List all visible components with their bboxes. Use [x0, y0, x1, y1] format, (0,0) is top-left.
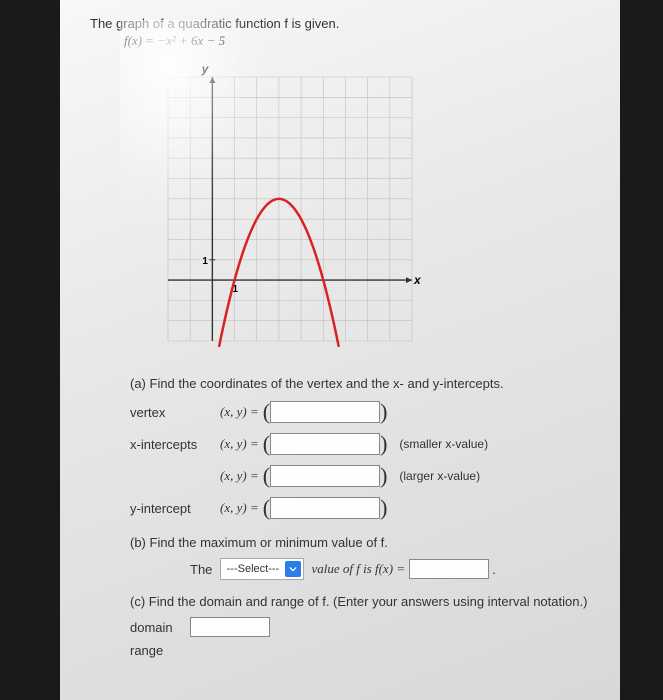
xy-label: (x, y) =	[220, 404, 259, 420]
quadratic-graph: xy11	[150, 59, 430, 362]
xy-label: (x, y) =	[220, 468, 259, 484]
paren-open: (	[263, 399, 270, 425]
row-xint-large: (x, y) = ( ) (larger x-value)	[130, 463, 590, 489]
intro-text: The graph of a quadratic function f is g…	[90, 16, 590, 31]
yint-input[interactable]	[270, 497, 380, 519]
partb-prefix: The	[190, 562, 212, 577]
row-range: range	[130, 643, 590, 658]
paren-close: )	[380, 463, 387, 489]
paren-open: (	[263, 495, 270, 521]
row-vertex: vertex (x, y) = ( )	[130, 399, 590, 425]
partb-mid: value of f is f(x) =	[311, 561, 405, 577]
xint-small-input[interactable]	[270, 433, 380, 455]
note-larger: (larger x-value)	[399, 469, 480, 483]
row-domain: domain	[130, 617, 590, 637]
part-c-prompt: (c) Find the domain and range of f. (Ent…	[130, 594, 590, 609]
paren-open: (	[263, 431, 270, 457]
fx-value-input[interactable]	[409, 559, 489, 579]
xint-large-input[interactable]	[270, 465, 380, 487]
select-placeholder: ---Select---	[227, 563, 280, 575]
paren-open: (	[263, 463, 270, 489]
svg-text:x: x	[413, 273, 422, 287]
paren-close: )	[380, 431, 387, 457]
xy-label: (x, y) =	[220, 436, 259, 452]
xy-label: (x, y) =	[220, 500, 259, 516]
row-yint: y-intercept (x, y) = ( )	[130, 495, 590, 521]
row-xint-small: x-intercepts (x, y) = ( ) (smaller x-val…	[130, 431, 590, 457]
paren-close: )	[380, 399, 387, 425]
svg-text:y: y	[201, 62, 210, 76]
label-domain: domain	[130, 620, 190, 635]
label-xint: x-intercepts	[130, 437, 220, 452]
minmax-select[interactable]: ---Select---	[220, 558, 305, 580]
page: The graph of a quadratic function f is g…	[60, 0, 620, 700]
paren-close: )	[380, 495, 387, 521]
note-smaller: (smaller x-value)	[399, 437, 488, 451]
label-vertex: vertex	[130, 405, 220, 420]
part-a-prompt: (a) Find the coordinates of the vertex a…	[130, 376, 590, 391]
partb-suffix: .	[492, 562, 496, 577]
graph-container: xy11	[150, 59, 590, 362]
svg-text:1: 1	[202, 256, 208, 267]
graph-svg: xy11	[150, 59, 430, 359]
part-b-prompt: (b) Find the maximum or minimum value of…	[130, 535, 590, 550]
label-range: range	[130, 643, 190, 658]
label-yint: y-intercept	[130, 501, 220, 516]
screen: The graph of a quadratic function f is g…	[0, 0, 663, 700]
chevron-down-icon	[285, 561, 301, 577]
domain-input[interactable]	[190, 617, 270, 637]
row-partb: The ---Select--- value of f is f(x) = .	[190, 558, 590, 580]
formula-text: f(x) = −x² + 6x − 5	[124, 33, 590, 49]
vertex-input[interactable]	[270, 401, 380, 423]
